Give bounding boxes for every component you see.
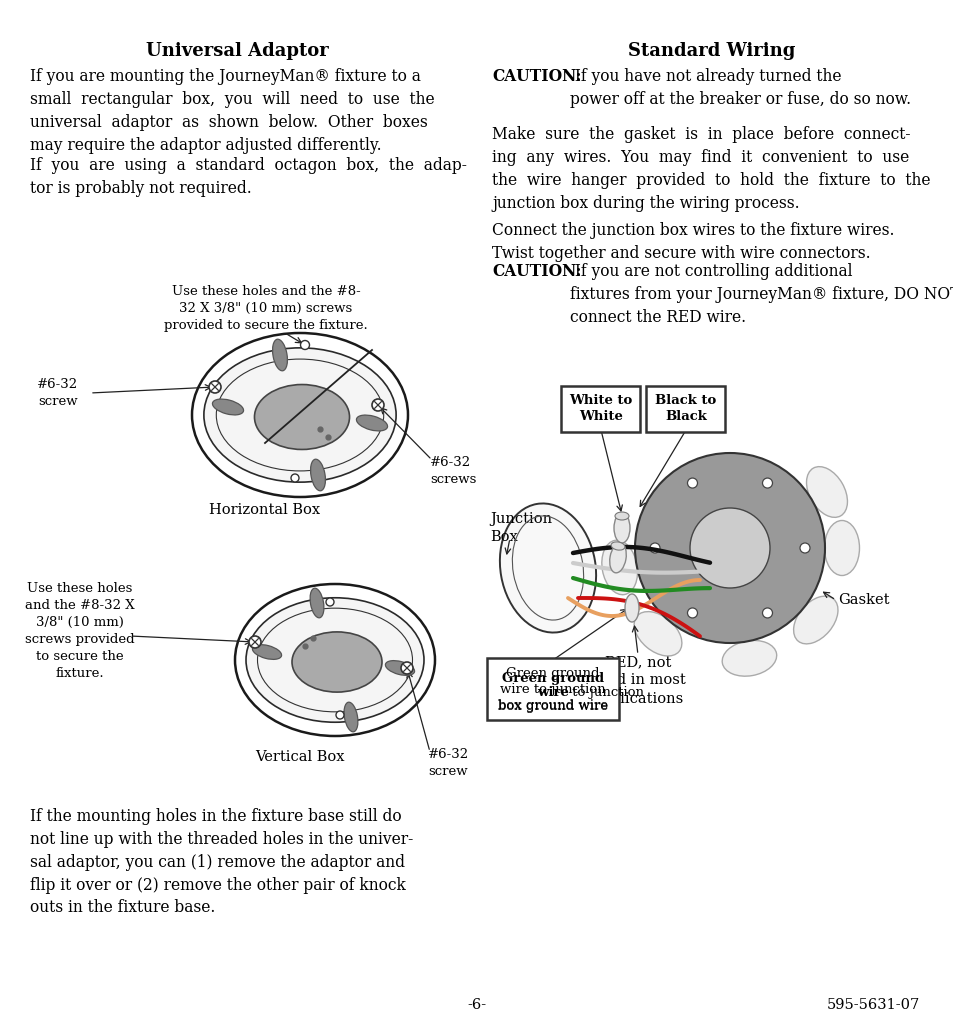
Circle shape — [761, 478, 772, 489]
Ellipse shape — [344, 702, 357, 732]
Ellipse shape — [385, 660, 415, 676]
Text: If the mounting holes in the fixture base still do
not line up with the threaded: If the mounting holes in the fixture bas… — [30, 808, 413, 916]
Text: White to
White: White to White — [569, 394, 632, 423]
Text: Use these holes and the #8-
32 X 3/8" (10 mm) screws
provided to secure the fixt: Use these holes and the #8- 32 X 3/8" (1… — [164, 285, 368, 332]
Ellipse shape — [615, 512, 628, 520]
Ellipse shape — [204, 348, 395, 482]
Text: Junction
Box: Junction Box — [490, 512, 552, 544]
Ellipse shape — [311, 460, 325, 491]
Circle shape — [649, 543, 659, 553]
Ellipse shape — [721, 641, 776, 676]
Circle shape — [687, 608, 697, 618]
Text: to junction: to junction — [567, 686, 643, 699]
Text: Green ground
wire to junction
box ground wire: Green ground wire to junction box ground… — [497, 667, 607, 711]
Text: If you have not already turned the
power off at the breaker or fuse, do so now.: If you have not already turned the power… — [569, 68, 910, 108]
Text: If  you  are  using  a  standard  octagon  box,  the  adap-
tor is probably not : If you are using a standard octagon box,… — [30, 157, 466, 197]
Ellipse shape — [254, 385, 349, 449]
Text: Horizontal Box: Horizontal Box — [210, 503, 320, 518]
Text: Green ground: Green ground — [501, 672, 603, 685]
Ellipse shape — [823, 521, 859, 575]
Text: -6-: -6- — [467, 998, 486, 1012]
Text: Standard Wiring: Standard Wiring — [628, 42, 795, 60]
Text: If you are not controlling additional
fixtures from your JourneyMan® fixture, DO: If you are not controlling additional fi… — [569, 263, 953, 326]
Ellipse shape — [292, 632, 381, 692]
Text: Make  sure  the  gasket  is  in  place  before  connect-
ing  any  wires.  You  : Make sure the gasket is in place before … — [492, 126, 929, 211]
Text: wire: wire — [537, 686, 568, 699]
Ellipse shape — [213, 400, 243, 415]
Ellipse shape — [273, 339, 287, 371]
Text: RED, not
used in most
applications: RED, not used in most applications — [590, 655, 684, 706]
FancyBboxPatch shape — [560, 386, 639, 432]
Circle shape — [291, 474, 298, 482]
Ellipse shape — [253, 645, 281, 659]
Circle shape — [800, 543, 809, 553]
Circle shape — [635, 453, 824, 643]
Circle shape — [326, 598, 334, 607]
Ellipse shape — [805, 467, 846, 518]
Text: CAUTION:: CAUTION: — [492, 263, 580, 280]
Text: Gasket: Gasket — [837, 593, 888, 607]
Ellipse shape — [624, 594, 639, 622]
Circle shape — [209, 381, 221, 393]
Text: Vertical Box: Vertical Box — [255, 750, 344, 764]
Ellipse shape — [246, 598, 423, 722]
Text: Connect the junction box wires to the fixture wires.
Twist together and secure w: Connect the junction box wires to the fi… — [492, 221, 894, 262]
FancyBboxPatch shape — [486, 658, 618, 720]
Circle shape — [372, 400, 384, 411]
Circle shape — [761, 608, 772, 618]
Circle shape — [300, 341, 309, 350]
Text: If you are mounting the JourneyMan® fixture to a
small  rectangular  box,  you  : If you are mounting the JourneyMan® fixt… — [30, 68, 435, 153]
Text: #6-32
screw: #6-32 screw — [428, 748, 469, 778]
Ellipse shape — [499, 503, 596, 632]
Ellipse shape — [601, 540, 637, 595]
Circle shape — [249, 635, 261, 648]
Text: #6-32
screw: #6-32 screw — [37, 378, 78, 408]
Ellipse shape — [609, 543, 625, 572]
Circle shape — [400, 662, 413, 674]
Ellipse shape — [634, 612, 681, 656]
Text: #6-32
screws: #6-32 screws — [430, 456, 476, 486]
Text: Use these holes
and the #8-32 X
3/8" (10 mm)
screws provided
to secure the
fixtu: Use these holes and the #8-32 X 3/8" (10… — [25, 582, 134, 680]
Text: Universal Adaptor: Universal Adaptor — [146, 42, 328, 60]
Circle shape — [335, 711, 344, 719]
Ellipse shape — [310, 588, 324, 618]
Circle shape — [689, 508, 769, 588]
Circle shape — [687, 478, 697, 489]
FancyBboxPatch shape — [645, 386, 724, 432]
Ellipse shape — [614, 513, 629, 543]
Ellipse shape — [356, 415, 387, 431]
Text: 595-5631-07: 595-5631-07 — [826, 998, 919, 1012]
Ellipse shape — [611, 542, 624, 551]
Text: Black to
Black: Black to Black — [655, 394, 716, 423]
Text: box ground wire: box ground wire — [497, 700, 607, 713]
Text: CAUTION:: CAUTION: — [492, 68, 580, 85]
Ellipse shape — [793, 596, 837, 644]
